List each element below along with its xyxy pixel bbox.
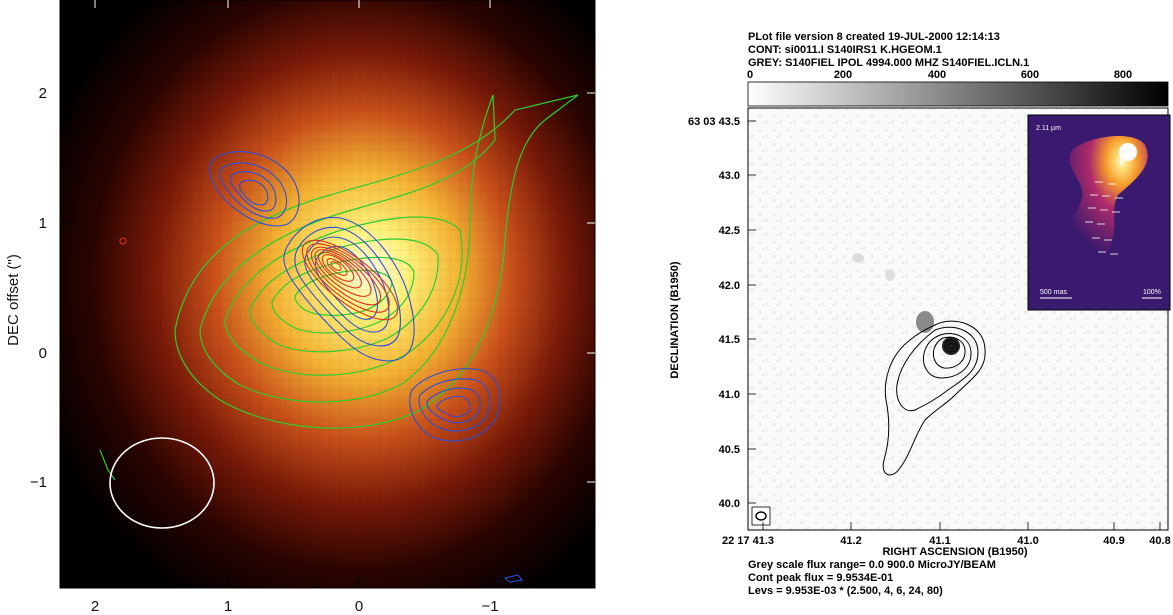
red-contours (119, 237, 453, 418)
right-ytick-label: 40.5 (719, 444, 740, 456)
inset-wavelength-label: 2.11 µm (1036, 125, 1061, 132)
colorbar-tick-label: 200 (834, 69, 852, 81)
left-ytick-label: 2 (39, 85, 47, 102)
colorbar-tick-label: 600 (1021, 69, 1039, 81)
left-ylabel: DEC offset (") (5, 254, 22, 346)
right-image-panel: PLot file version 8 created 19-JUL-2000 … (669, 31, 1171, 597)
footer-line2: Cont peak flux = 9.9534E-01 (748, 572, 893, 584)
right-ytick-label: 42.0 (719, 280, 740, 292)
left-xtick-label: −1 (481, 598, 498, 615)
right-xtick-label: 22 17 41.3 (722, 535, 774, 547)
right-xtick-label: 40.8 (1149, 535, 1170, 547)
right-xlabel: RIGHT ASCENSION (B1950) (882, 546, 1027, 558)
right-ylabel: DECLINATION (B1950) (669, 261, 681, 378)
right-ytick-label: 40.0 (719, 498, 740, 510)
right-plot-frame (747, 107, 1169, 531)
inset-scalebar-label: 500 mas (1040, 289, 1067, 296)
colorbar-tick-label: 800 (1114, 69, 1132, 81)
plot-header-line1: PLot file version 8 created 19-JUL-2000 … (748, 31, 1000, 43)
beam-ellipse (109, 437, 215, 529)
polarization-vectors (1085, 181, 1123, 255)
right-ytick-label: 41.0 (719, 389, 740, 401)
black-contours (882, 320, 986, 476)
footer-line1: Grey scale flux range= 0.0 900.0 MicroJY… (748, 559, 996, 571)
grey-noise-blob (852, 253, 864, 263)
right-xtick-label: 41.2 (840, 535, 861, 547)
left-axis-ticks (60, 92, 491, 588)
left-xtick-label: 0 (355, 598, 363, 615)
plot-header-line2: CONT: si0011.I S140IRS1 K.HGEOM.1 (748, 44, 942, 56)
grey-noise-blob (885, 269, 895, 281)
right-beam-ellipse (755, 511, 767, 521)
inset-image: 2.11 µm 500 mas 100% (1027, 114, 1171, 311)
left-plot-frame (59, 0, 596, 589)
right-ytick-label: 63 03 43.5 (688, 116, 740, 128)
right-xtick-label: 40.9 (1103, 535, 1124, 547)
left-image-panel: 2 1 0 −1 2 1 0 −1 DEC offset (") (5, 0, 596, 615)
colorbar-tick-label: 0 (747, 69, 753, 81)
inset-bright-source (1119, 143, 1137, 161)
right-ytick-label: 42.5 (719, 225, 740, 237)
left-axis-top-ticks (94, 0, 595, 483)
left-ytick-label: 0 (39, 345, 47, 362)
plot-header-line3: GREY: S140FIEL IPOL 4994.000 MHZ S140FIE… (748, 57, 1029, 69)
inset-emission (1055, 135, 1148, 276)
left-xtick-label: 2 (91, 598, 99, 615)
blue-contours (209, 151, 524, 583)
right-ytick-label: 41.5 (719, 334, 740, 346)
left-ytick-label: 1 (39, 215, 47, 232)
right-ytick-label: 43.0 (719, 170, 740, 182)
right-beam-box (751, 506, 771, 526)
left-ytick-label: −1 (30, 474, 47, 491)
greyscale-colorbar (747, 81, 1169, 107)
heatmap-pixel-grid (60, 0, 595, 588)
right-xtick-label: 41.0 (1017, 535, 1038, 547)
right-xtick-label: 41.1 (929, 535, 950, 547)
right-axis-ticks (748, 120, 1161, 530)
left-xtick-label: 1 (224, 598, 232, 615)
footer-line3: Levs = 9.953E-03 * (2.500, 4, 6, 24, 80) (748, 585, 943, 597)
colorbar-tick-label: 400 (928, 69, 946, 81)
inset-polarization-label: 100% (1143, 289, 1161, 296)
